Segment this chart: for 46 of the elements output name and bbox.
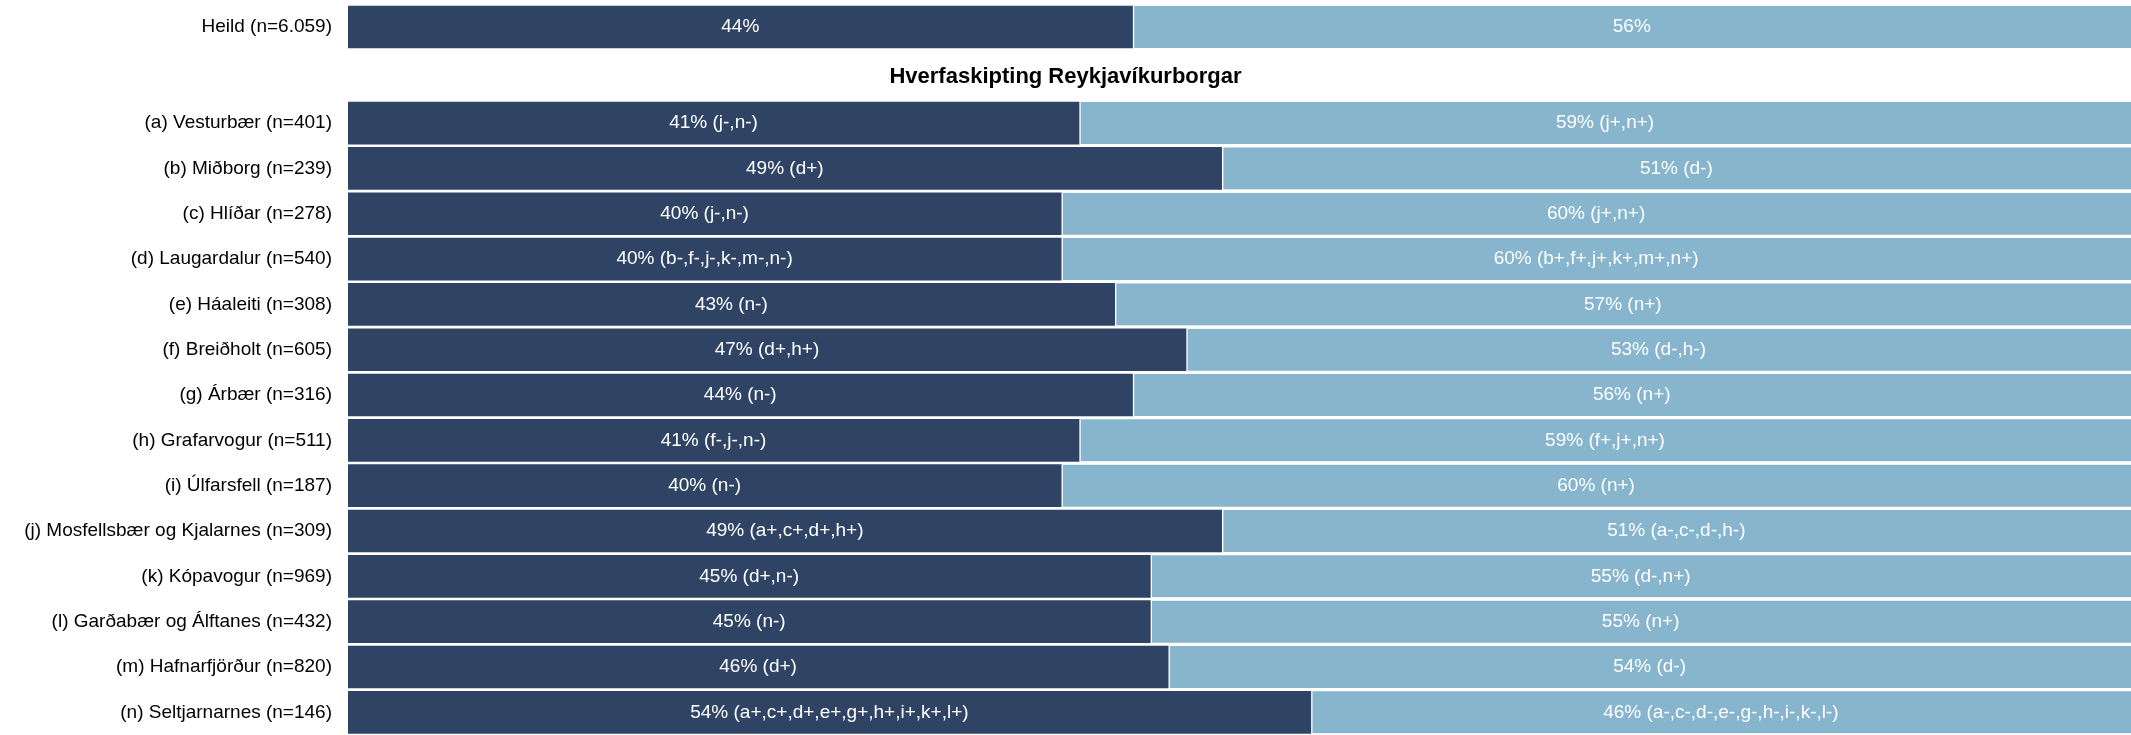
data-label: 57% (n+) [1584, 292, 1662, 314]
data-label: 46% (d+) [719, 655, 797, 677]
y-tick-label: (h) Grafarvogur (n=511) [132, 428, 332, 450]
y-tick-label: (n) Seltjarnarnes (n=146) [120, 700, 332, 722]
y-tick-label: Heild (n=6.059) [201, 15, 332, 37]
y-tick-label: (m) Hafnarfjörður (n=820) [116, 655, 332, 677]
chart-title: Hverfaskipting Reykjavíkurborgar [889, 63, 1242, 89]
y-tick-label: (c) Hlíðar (n=278) [182, 201, 332, 223]
y-tick-label: (b) Miðborg (n=239) [163, 156, 332, 178]
data-label: 60% (b+,f+,j+,k+,m+,n+) [1493, 247, 1699, 269]
data-label: 49% (d+) [746, 156, 824, 178]
data-label: 45% (n-) [712, 609, 786, 631]
data-label: 44% (n-) [703, 383, 777, 405]
data-label: 60% (n+) [1557, 473, 1635, 495]
data-label: 54% (a+,c+,d+,e+,g+,h+,i+,k+,l+) [690, 700, 969, 722]
y-tick-label: (f) Breiðholt (n=605) [162, 337, 332, 359]
y-tick-label: (l) Garðabær og Álftanes (n=432) [51, 609, 332, 631]
data-label: 55% (d-,n+) [1590, 564, 1691, 586]
data-label: 59% (j+,n+) [1555, 111, 1655, 133]
data-label: 60% (j+,n+) [1546, 201, 1646, 223]
y-tick-label: (g) Árbær (n=316) [179, 383, 332, 405]
y-tick-label: (j) Mosfellsbær og Kjalarnes (n=309) [24, 519, 332, 541]
data-label: 46% (a-,c-,d-,e-,g-,h-,i-,k-,l-) [1603, 700, 1839, 722]
data-label: 41% (f-,j-,n-) [660, 428, 767, 450]
y-tick-label: (a) Vesturbær (n=401) [144, 111, 332, 133]
data-label: 54% (d-) [1613, 655, 1687, 677]
data-label: 49% (a+,c+,d+,h+) [706, 519, 864, 541]
data-label: 51% (a-,c-,d-,h-) [1607, 519, 1746, 541]
y-tick-label: (k) Kópavogur (n=969) [141, 564, 332, 586]
y-tick-label: (d) Laugardalur (n=540) [130, 247, 332, 269]
data-label: 44% [721, 15, 760, 37]
data-label: 40% (n-) [668, 473, 742, 495]
data-label: 45% (d+,n-) [699, 564, 800, 586]
data-label: 56% (n+) [1592, 383, 1671, 405]
data-label: 56% [1612, 15, 1651, 37]
data-label: 53% (d-,h-) [1610, 337, 1707, 359]
data-label: 59% (f+,j+,n+) [1545, 428, 1665, 450]
data-label: 40% (b-,f-,j-,k-,m-,n-) [616, 247, 793, 269]
data-label: 41% (j-,n-) [669, 111, 758, 133]
y-tick-label: (i) Úlfarsfell (n=187) [164, 473, 332, 495]
data-label: 55% (n+) [1601, 609, 1680, 631]
data-label: 40% (j-,n-) [660, 201, 749, 223]
data-label: 51% (d-) [1639, 156, 1713, 178]
y-tick-label: (e) Háaleiti (n=308) [168, 292, 332, 314]
data-label: 43% (n-) [694, 292, 768, 314]
data-label: 47% (d+,h+) [714, 337, 820, 359]
